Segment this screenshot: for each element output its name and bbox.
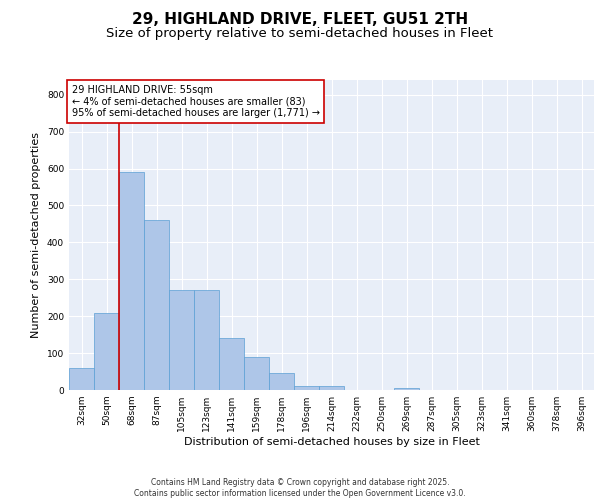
Bar	[69, 368, 94, 390]
Text: 29, HIGHLAND DRIVE, FLEET, GU51 2TH: 29, HIGHLAND DRIVE, FLEET, GU51 2TH	[132, 12, 468, 28]
Bar	[169, 290, 194, 390]
Y-axis label: Number of semi-detached properties: Number of semi-detached properties	[31, 132, 41, 338]
Bar	[394, 388, 419, 390]
Bar	[294, 386, 319, 390]
Bar	[144, 220, 169, 390]
Bar	[244, 357, 269, 390]
Text: Contains HM Land Registry data © Crown copyright and database right 2025.
Contai: Contains HM Land Registry data © Crown c…	[134, 478, 466, 498]
Text: Size of property relative to semi-detached houses in Fleet: Size of property relative to semi-detach…	[107, 28, 493, 40]
Text: 29 HIGHLAND DRIVE: 55sqm
← 4% of semi-detached houses are smaller (83)
95% of se: 29 HIGHLAND DRIVE: 55sqm ← 4% of semi-de…	[71, 84, 320, 118]
Bar	[269, 374, 294, 390]
Bar	[119, 172, 144, 390]
Bar	[194, 290, 219, 390]
Bar	[319, 386, 344, 390]
Bar	[94, 312, 119, 390]
X-axis label: Distribution of semi-detached houses by size in Fleet: Distribution of semi-detached houses by …	[184, 437, 479, 447]
Bar	[219, 338, 244, 390]
